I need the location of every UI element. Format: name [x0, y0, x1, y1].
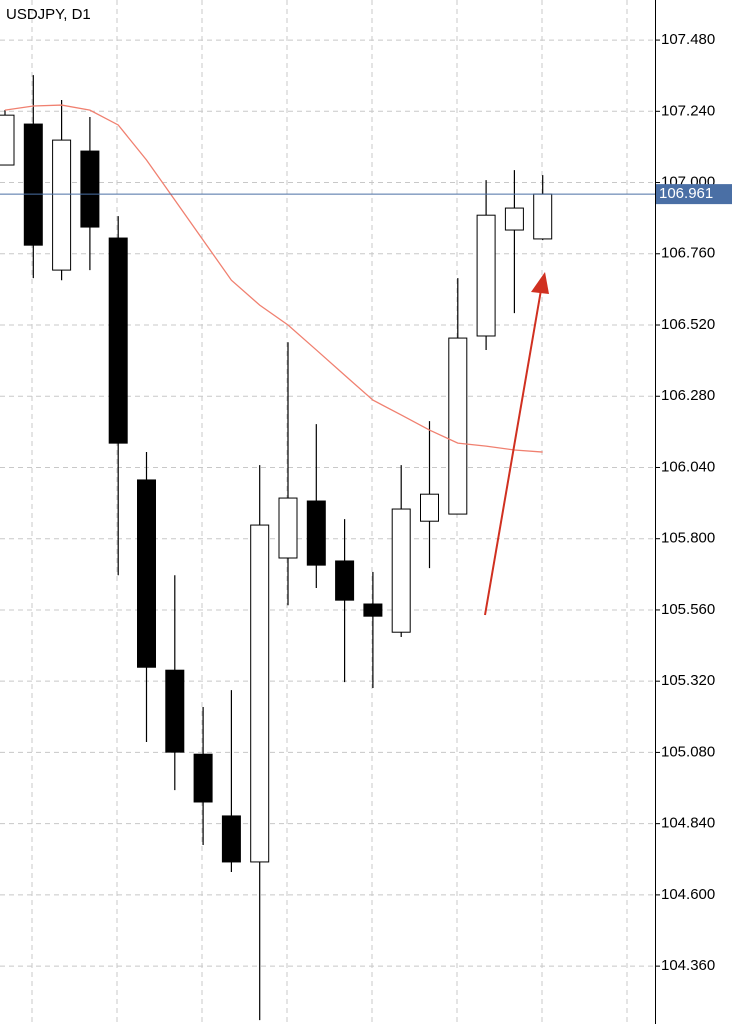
- arrow-head: [531, 272, 549, 294]
- y-tick-label: 106.760: [661, 245, 715, 262]
- candle-body: [476, 214, 496, 337]
- y-tick-label: 105.800: [661, 530, 715, 547]
- moving-average: [4, 104, 543, 453]
- y-tick-label: 106.280: [661, 387, 715, 404]
- candle-body: [165, 669, 185, 753]
- last-price-box: [656, 184, 732, 205]
- candle-body: [278, 497, 298, 559]
- candle-body: [533, 193, 553, 240]
- y-tick-label: 104.840: [661, 815, 715, 832]
- y-tick-label: 105.080: [661, 743, 715, 760]
- y-tick-label: 105.320: [661, 672, 715, 689]
- candle-body: [363, 603, 383, 617]
- candle-body: [52, 139, 72, 271]
- candle-body: [23, 123, 43, 246]
- candle-body: [504, 207, 524, 231]
- arrow-shaft: [484, 289, 542, 616]
- candle-body: [137, 479, 156, 668]
- y-tick-label: 105.560: [661, 601, 715, 618]
- candle-body: [448, 337, 468, 515]
- y-tick-label: 107.240: [661, 102, 715, 119]
- candle-body: [193, 753, 213, 803]
- candle-body: [221, 815, 241, 863]
- candle-body: [306, 500, 326, 566]
- y-tick-label: 107.480: [661, 31, 715, 48]
- y-tick-label: 104.600: [661, 886, 715, 903]
- axis-labels: 107.480107.240107.000106.760106.520106.2…: [655, 31, 715, 974]
- candle-body: [391, 508, 411, 633]
- candle-body: [108, 237, 128, 444]
- y-tick-label: 106.520: [661, 316, 715, 333]
- candle-body: [0, 114, 15, 166]
- plot-area: [0, 75, 553, 1021]
- candle-body: [420, 493, 439, 522]
- y-tick-label: 106.040: [661, 458, 715, 475]
- candle-body: [250, 524, 270, 863]
- candle-body: [335, 560, 355, 601]
- candle-body: [80, 150, 100, 228]
- last-price-label: 106.961: [659, 185, 713, 202]
- y-tick-label: 104.360: [661, 957, 715, 974]
- chart-title: USDJPY, D1: [6, 6, 91, 23]
